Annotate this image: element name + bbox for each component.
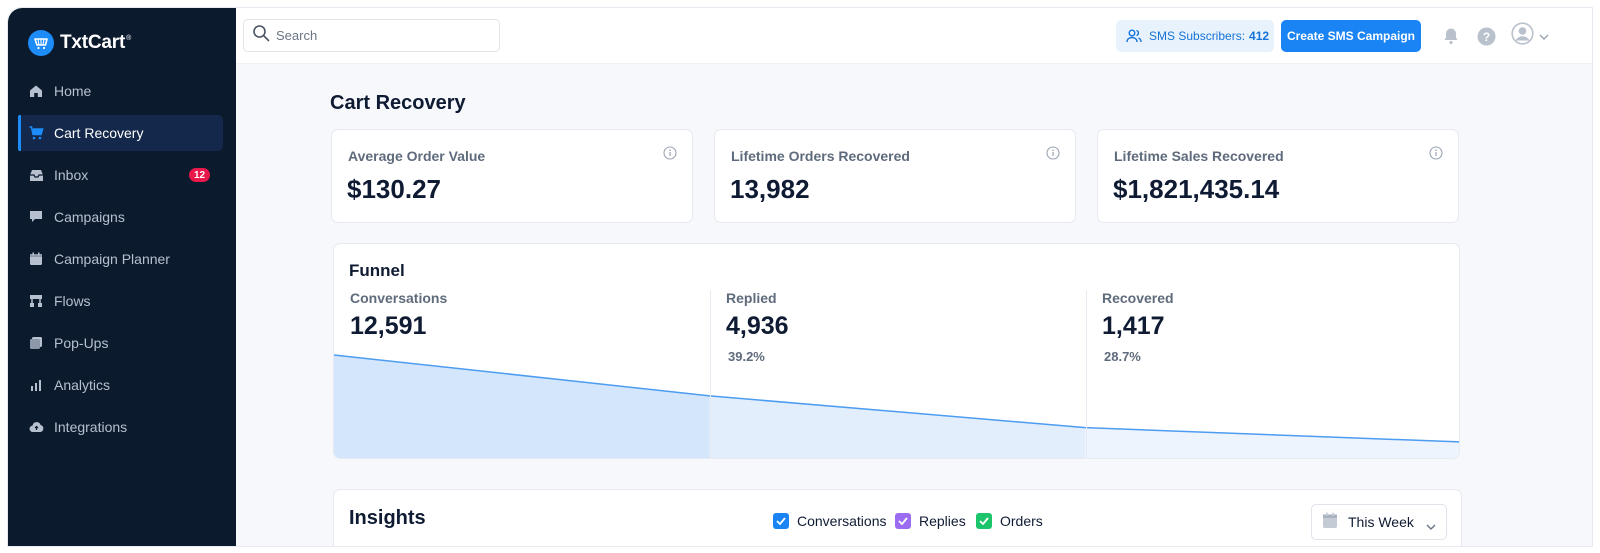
notification-bell-icon[interactable]: [1441, 26, 1461, 46]
legend-label: Orders: [1000, 513, 1043, 529]
sidebar-item-label: Inbox: [54, 167, 89, 183]
avatar-icon: [1511, 22, 1534, 50]
funnel-line: [334, 354, 1459, 443]
sidebar-item-integrations[interactable]: Integrations: [18, 409, 223, 445]
sms-subscribers-label: SMS Subscribers:: [1149, 29, 1246, 43]
stat-card-lifetime-orders-recovered: Lifetime Orders Recovered 13,982: [714, 129, 1076, 223]
cloud-icon: [28, 419, 44, 435]
funnel-area-conversations: [334, 355, 710, 458]
inbox-icon: [28, 167, 44, 183]
legend-toggle-conversations[interactable]: Conversations: [773, 513, 887, 529]
inbox-unread-badge: 12: [189, 168, 210, 182]
search-input[interactable]: [276, 28, 486, 43]
sidebar-nav: Home Cart Recovery Inbox 12 Campaigns Ca…: [18, 73, 223, 451]
sidebar-item-label: Analytics: [54, 377, 111, 393]
insights-card: Insights Conversations Replies Orders Th…: [333, 489, 1462, 546]
funnel-step-replied: Replied 4,936 39.2%: [726, 290, 789, 364]
legend-toggle-orders[interactable]: Orders: [976, 513, 1043, 529]
funnel-step-conversations: Conversations 12,591: [350, 290, 447, 341]
sidebar-item-cart-recovery[interactable]: Cart Recovery: [18, 115, 223, 151]
legend-label: Conversations: [797, 513, 887, 529]
info-icon[interactable]: [1429, 146, 1443, 160]
stat-card-average-order-value: Average Order Value $130.27: [331, 129, 693, 223]
funnel-step-value: 12,591: [350, 312, 427, 340]
funnel-step-value: 4,936: [726, 312, 789, 340]
home-icon: [28, 83, 44, 99]
sms-subscribers-pill[interactable]: SMS Subscribers: 412: [1116, 20, 1274, 52]
analytics-icon: [28, 377, 44, 393]
funnel-step-label: Conversations: [350, 290, 448, 306]
stat-label: Average Order Value: [348, 148, 486, 164]
svg-text:?: ?: [1482, 29, 1489, 43]
brand-registered-mark: ®: [126, 34, 132, 42]
user-menu[interactable]: [1509, 22, 1551, 50]
sidebar-item-flows[interactable]: Flows: [18, 283, 223, 319]
popups-icon: [28, 335, 44, 351]
top-bar: SMS Subscribers: 412 Create SMS Campaign…: [236, 8, 1592, 64]
campaigns-icon: [28, 209, 44, 225]
stat-value: $1,821,435.14: [1113, 174, 1280, 204]
stat-label: Lifetime Orders Recovered: [731, 148, 910, 164]
calendar-icon: [28, 251, 44, 267]
sidebar-item-home[interactable]: Home: [18, 73, 223, 109]
help-icon[interactable]: ?: [1476, 26, 1496, 46]
chevron-down-icon: [1539, 27, 1549, 45]
sidebar-item-campaign-planner[interactable]: Campaign Planner: [18, 241, 223, 277]
funnel-step-percent: 28.7%: [1104, 349, 1141, 364]
checkbox-checked-icon: [976, 513, 992, 529]
funnel-divider: [710, 290, 711, 458]
sidebar-item-pop-ups[interactable]: Pop-Ups: [18, 325, 223, 361]
flows-icon: [28, 293, 44, 309]
search-icon: [252, 24, 270, 47]
funnel-step-percent: 39.2%: [728, 349, 765, 364]
logo-icon: [28, 30, 54, 56]
create-sms-campaign-button[interactable]: Create SMS Campaign: [1281, 20, 1421, 52]
funnel-step-value: 1,417: [1102, 312, 1165, 340]
sidebar-item-label: Flows: [54, 293, 91, 309]
brand-logo[interactable]: TxtCart ®: [28, 30, 131, 56]
date-range-select[interactable]: This Week: [1311, 504, 1447, 540]
date-range-value: This Week: [1348, 514, 1414, 530]
sidebar-item-label: Pop-Ups: [54, 335, 109, 351]
app-window: TxtCart ® Home Cart Recovery Inbox 12 Ca…: [8, 8, 1592, 546]
sidebar-item-analytics[interactable]: Analytics: [18, 367, 223, 403]
search-box[interactable]: [243, 19, 500, 52]
stat-card-lifetime-sales-recovered: Lifetime Sales Recovered $1,821,435.14: [1097, 129, 1459, 223]
sidebar-item-label: Cart Recovery: [54, 125, 144, 141]
cart-icon: [28, 125, 44, 141]
page-title: Cart Recovery: [330, 92, 466, 114]
sidebar-item-inbox[interactable]: Inbox 12: [18, 157, 223, 193]
checkbox-checked-icon: [773, 513, 789, 529]
sidebar-item-label: Campaigns: [54, 209, 125, 225]
funnel-card: Funnel Conversations 12,591 Replied 4,93…: [333, 243, 1460, 459]
calendar-icon: [1322, 512, 1338, 532]
funnel-area-replied: [709, 395, 1086, 458]
info-icon[interactable]: [663, 146, 677, 160]
brand-name: TxtCart: [60, 32, 126, 53]
funnel-step-recovered: Recovered 1,417 28.7%: [1102, 290, 1174, 364]
stat-label: Lifetime Sales Recovered: [1114, 148, 1284, 164]
legend-label: Replies: [919, 513, 966, 529]
funnel-chart: [334, 354, 1459, 458]
stat-value: 13,982: [730, 174, 810, 204]
sidebar-item-label: Integrations: [54, 419, 128, 435]
funnel-title: Funnel: [349, 261, 405, 280]
stat-value: $130.27: [347, 174, 441, 204]
funnel-area-recovered: [1085, 427, 1459, 458]
chevron-down-icon: [1426, 517, 1436, 533]
funnel-step-label: Recovered: [1102, 290, 1174, 306]
checkbox-checked-icon: [895, 513, 911, 529]
sms-subscribers-count: 412: [1249, 29, 1270, 43]
funnel-step-label: Replied: [726, 290, 777, 306]
info-icon[interactable]: [1046, 146, 1060, 160]
legend-toggle-replies[interactable]: Replies: [895, 513, 966, 529]
sidebar-item-label: Campaign Planner: [54, 251, 170, 267]
insights-title: Insights: [349, 507, 426, 529]
sidebar: TxtCart ® Home Cart Recovery Inbox 12 Ca…: [8, 8, 236, 546]
users-icon: [1126, 29, 1142, 43]
sidebar-item-campaigns[interactable]: Campaigns: [18, 199, 223, 235]
funnel-divider: [1086, 290, 1087, 458]
sidebar-item-label: Home: [54, 83, 92, 99]
